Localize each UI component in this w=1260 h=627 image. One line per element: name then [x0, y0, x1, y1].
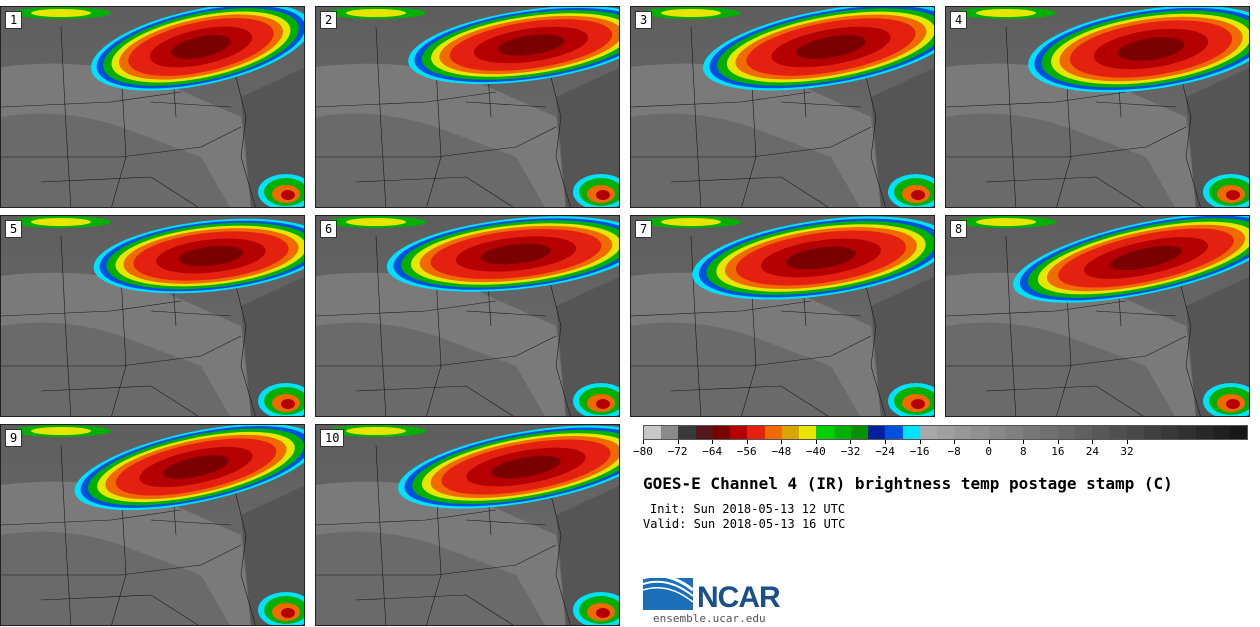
- colorbar-swatch: [1109, 426, 1127, 439]
- panel-label: 8: [950, 220, 968, 238]
- colorbar-swatch: [885, 426, 903, 439]
- colorbar-swatch: [747, 426, 765, 439]
- map-panel-1: 1: [0, 6, 305, 208]
- colorbar-swatch: [971, 426, 989, 439]
- map-panel-4: 4: [945, 6, 1250, 208]
- colorbar-swatch: [781, 426, 800, 439]
- panel-label: 7: [635, 220, 653, 238]
- colorbar-swatch: [712, 426, 731, 439]
- colorbar-tick: [954, 440, 956, 444]
- colorbar-swatch: [816, 426, 834, 439]
- colorbar-tick: [885, 440, 886, 444]
- colorbar-tick-label: −72: [667, 445, 688, 458]
- colorbar-tick: [712, 440, 714, 444]
- colorbar-ticks: −80 −72 −64 −56 −48 −40 −32 −24 −16 −8 0 8 16 24 32: [633, 445, 1248, 459]
- colorbar-tick-label: 8: [1019, 445, 1027, 458]
- colorbar-tick: [746, 440, 748, 444]
- map-panel-5: 5: [0, 215, 305, 417]
- colorbar-tick: [1127, 440, 1128, 444]
- colorbar-tick: [919, 440, 921, 444]
- colorbar-swatch: [1074, 426, 1093, 439]
- panel-label: 1: [5, 11, 23, 29]
- colorbar-swatch: [936, 426, 955, 439]
- panel-label: 10: [320, 429, 345, 447]
- colorbar-swatch: [954, 426, 972, 439]
- panel-label: 3: [635, 11, 653, 29]
- colorbar-swatch: [1023, 426, 1041, 439]
- colorbar-swatch: [1040, 426, 1058, 439]
- source-url: ensemble.ucar.edu: [653, 612, 766, 625]
- colorbar-swatch: [1195, 426, 1213, 439]
- figure-title: GOES-E Channel 4 (IR) brightness temp po…: [643, 474, 1173, 493]
- colorbar-swatch: [1229, 426, 1248, 439]
- colorbar-swatch: [988, 426, 1006, 439]
- panel-label: 5: [5, 220, 23, 238]
- colorbar-swatch: [902, 426, 920, 439]
- colorbar-swatch: [1057, 426, 1075, 439]
- panel-label: 9: [5, 429, 23, 447]
- colorbar-tick: [850, 440, 852, 444]
- ncar-logo-icon: [643, 574, 694, 610]
- colorbar-swatch: [919, 426, 937, 439]
- map-panel-2: 2: [315, 6, 620, 208]
- colorbar-swatch: [764, 426, 782, 439]
- colorbar: [643, 425, 1248, 440]
- panel-label: 6: [320, 220, 338, 238]
- colorbar-tick-label: 24: [1085, 445, 1100, 458]
- colorbar-swatch: [1143, 426, 1162, 439]
- colorbar-swatch: [644, 426, 662, 439]
- colorbar-swatch: [1126, 426, 1144, 439]
- colorbar-tick: [677, 440, 679, 444]
- init-time: Init: Sun 2018-05-13 12 UTC: [650, 502, 846, 516]
- panel-label: 4: [950, 11, 968, 29]
- colorbar-swatch: [833, 426, 851, 439]
- colorbar-tick: [988, 440, 990, 444]
- colorbar-swatch: [1178, 426, 1196, 439]
- colorbar-tick-label: 0: [985, 445, 993, 458]
- colorbar-tick-label: −40: [805, 445, 826, 458]
- map-panel-8: 8: [945, 215, 1250, 417]
- map-panel-6: 6: [315, 215, 620, 417]
- map-panel-7: 7: [630, 215, 935, 417]
- colorbar-tick-label: 32: [1120, 445, 1134, 458]
- colorbar-tick-label: −48: [771, 445, 792, 458]
- colorbar-swatch: [661, 426, 679, 439]
- ncar-logo-text: NCAR: [697, 581, 781, 614]
- colorbar-tick-label: −64: [702, 445, 723, 458]
- colorbar-tick: [1092, 440, 1094, 444]
- colorbar-tick-label: 16: [1051, 445, 1065, 458]
- colorbar-swatch: [850, 426, 869, 439]
- valid-time: Valid: Sun 2018-05-13 16 UTC: [643, 517, 846, 531]
- map-panel-10: 10: [315, 424, 620, 626]
- colorbar-tick: [815, 440, 817, 444]
- colorbar-swatch: [678, 426, 696, 439]
- colorbar-tick-label: −56: [736, 445, 757, 458]
- map-panel-9: 9: [0, 424, 305, 626]
- colorbar-swatch: [1212, 426, 1230, 439]
- colorbar-swatch: [1092, 426, 1110, 439]
- colorbar-swatch: [730, 426, 748, 439]
- colorbar-tick-label: −80: [633, 445, 653, 458]
- colorbar-swatch: [695, 426, 713, 439]
- colorbar-tick-label: −8: [947, 445, 961, 458]
- map-panel-3: 3: [630, 6, 935, 208]
- colorbar-swatch: [1005, 426, 1024, 439]
- colorbar-tick: [1057, 440, 1059, 444]
- colorbar-tick: [781, 440, 783, 444]
- colorbar-tick-label: −24: [875, 445, 895, 458]
- colorbar-tick-label: −32: [840, 445, 861, 458]
- colorbar-swatch: [1161, 426, 1179, 439]
- colorbar-tick: [643, 440, 644, 444]
- colorbar-tick: [1023, 440, 1025, 444]
- colorbar-tick-label: −16: [909, 445, 930, 458]
- colorbar-swatch: [799, 426, 817, 439]
- panel-label: 2: [320, 11, 338, 29]
- colorbar-swatch: [868, 426, 886, 439]
